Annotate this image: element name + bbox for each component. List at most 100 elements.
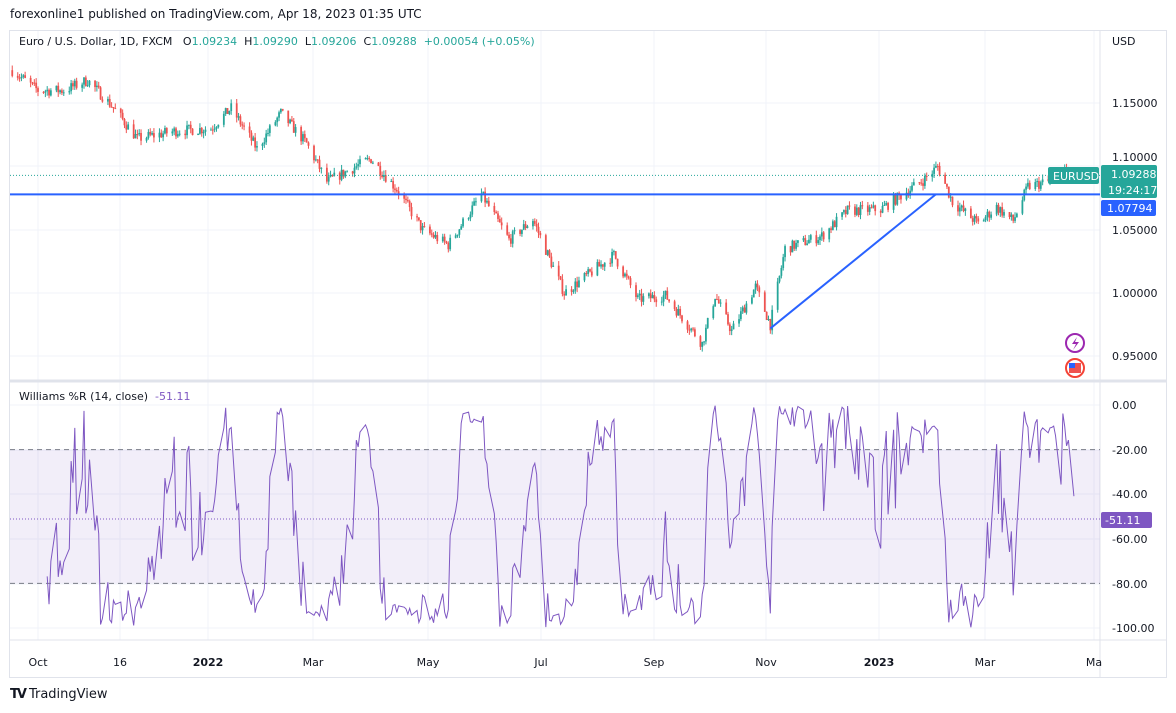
candle-body bbox=[535, 223, 538, 227]
candle-body bbox=[370, 159, 372, 164]
candle bbox=[714, 298, 717, 307]
candle-body bbox=[524, 224, 527, 229]
indicator-tick-label: -20.00 bbox=[1112, 444, 1147, 457]
candle-body bbox=[81, 84, 84, 88]
candle bbox=[717, 296, 720, 304]
candle bbox=[134, 129, 137, 139]
candle bbox=[55, 85, 58, 93]
candle-body bbox=[125, 125, 128, 130]
candle-body bbox=[613, 251, 615, 253]
candle bbox=[432, 232, 435, 239]
candle-body bbox=[969, 208, 972, 219]
candle bbox=[186, 120, 188, 139]
candle bbox=[18, 74, 21, 82]
candle bbox=[357, 159, 360, 171]
candle-body bbox=[570, 289, 573, 292]
candle-body bbox=[912, 182, 915, 186]
candle bbox=[872, 201, 875, 209]
candle-body bbox=[640, 293, 643, 302]
candle-body bbox=[436, 234, 439, 242]
candle-body bbox=[973, 216, 976, 222]
candle-body bbox=[653, 295, 656, 300]
candle-body bbox=[923, 175, 926, 186]
candle-body bbox=[999, 207, 1002, 213]
candle bbox=[460, 223, 463, 230]
candle bbox=[879, 209, 882, 218]
candle-body bbox=[292, 121, 295, 133]
tradingview-logo[interactable]: TV TradingView bbox=[10, 687, 107, 702]
time-tick-label: Oct bbox=[28, 656, 48, 669]
candle bbox=[29, 75, 32, 88]
candle-body bbox=[975, 216, 978, 219]
candle-body bbox=[314, 159, 317, 161]
candle-body bbox=[1027, 182, 1029, 187]
candle bbox=[629, 276, 632, 289]
candle-body bbox=[441, 236, 444, 242]
candle-body bbox=[217, 124, 220, 128]
candle-body bbox=[160, 132, 163, 138]
candle bbox=[651, 292, 654, 299]
candle-body bbox=[153, 133, 155, 138]
candle bbox=[686, 319, 689, 333]
candle-body bbox=[164, 128, 166, 134]
candle-body bbox=[445, 241, 448, 243]
candle bbox=[217, 124, 220, 129]
currency-label: USD bbox=[1112, 35, 1136, 48]
candle bbox=[441, 233, 444, 243]
candle-body bbox=[119, 108, 122, 113]
candle bbox=[666, 287, 669, 300]
candle bbox=[635, 282, 637, 302]
candle bbox=[224, 107, 227, 116]
time-tick-label: Sep bbox=[644, 656, 665, 669]
close-label: C bbox=[363, 35, 372, 48]
candle-body bbox=[532, 221, 534, 227]
candle-body bbox=[666, 290, 669, 300]
candle-body bbox=[990, 214, 993, 218]
candle-body bbox=[498, 218, 501, 223]
candle-body bbox=[971, 218, 974, 222]
candle-body bbox=[690, 328, 693, 331]
candle-body bbox=[215, 127, 218, 129]
close-value: 1.09288 bbox=[371, 35, 417, 48]
candle-body bbox=[728, 324, 731, 332]
candle-body bbox=[73, 80, 76, 87]
candle-body bbox=[55, 85, 58, 91]
candle-body bbox=[484, 191, 487, 203]
candle bbox=[355, 162, 358, 170]
candle-body bbox=[134, 134, 137, 139]
candle bbox=[625, 269, 628, 280]
candle-body bbox=[625, 273, 628, 277]
open-label: O bbox=[182, 35, 192, 48]
candle-body bbox=[487, 200, 490, 207]
candle-body bbox=[432, 234, 435, 238]
candle bbox=[767, 315, 770, 321]
candle-body bbox=[429, 226, 431, 234]
candle bbox=[384, 170, 387, 183]
candle bbox=[706, 317, 709, 330]
candle bbox=[377, 162, 380, 167]
symbol-tag bbox=[1048, 167, 1099, 184]
candle bbox=[366, 154, 369, 161]
indicator-legend[interactable]: Williams %R (14, close) -51.11 bbox=[19, 390, 191, 403]
candle bbox=[498, 215, 501, 223]
candle-body bbox=[918, 182, 921, 184]
candle-body bbox=[703, 341, 705, 343]
candle bbox=[909, 186, 912, 199]
candle bbox=[809, 233, 812, 243]
candle-body bbox=[456, 234, 459, 236]
candle-body bbox=[795, 242, 797, 249]
candle-body bbox=[664, 290, 667, 296]
candle bbox=[958, 202, 961, 217]
candle bbox=[1003, 209, 1005, 218]
candle bbox=[254, 133, 257, 152]
candle bbox=[532, 218, 534, 230]
candle bbox=[844, 206, 847, 218]
candle bbox=[705, 324, 707, 345]
candle-body bbox=[776, 281, 779, 310]
candle-body bbox=[699, 336, 702, 347]
candle-body bbox=[112, 107, 115, 109]
candle bbox=[679, 306, 682, 319]
time-tick-label: Mar bbox=[975, 656, 996, 669]
candle bbox=[276, 116, 279, 127]
